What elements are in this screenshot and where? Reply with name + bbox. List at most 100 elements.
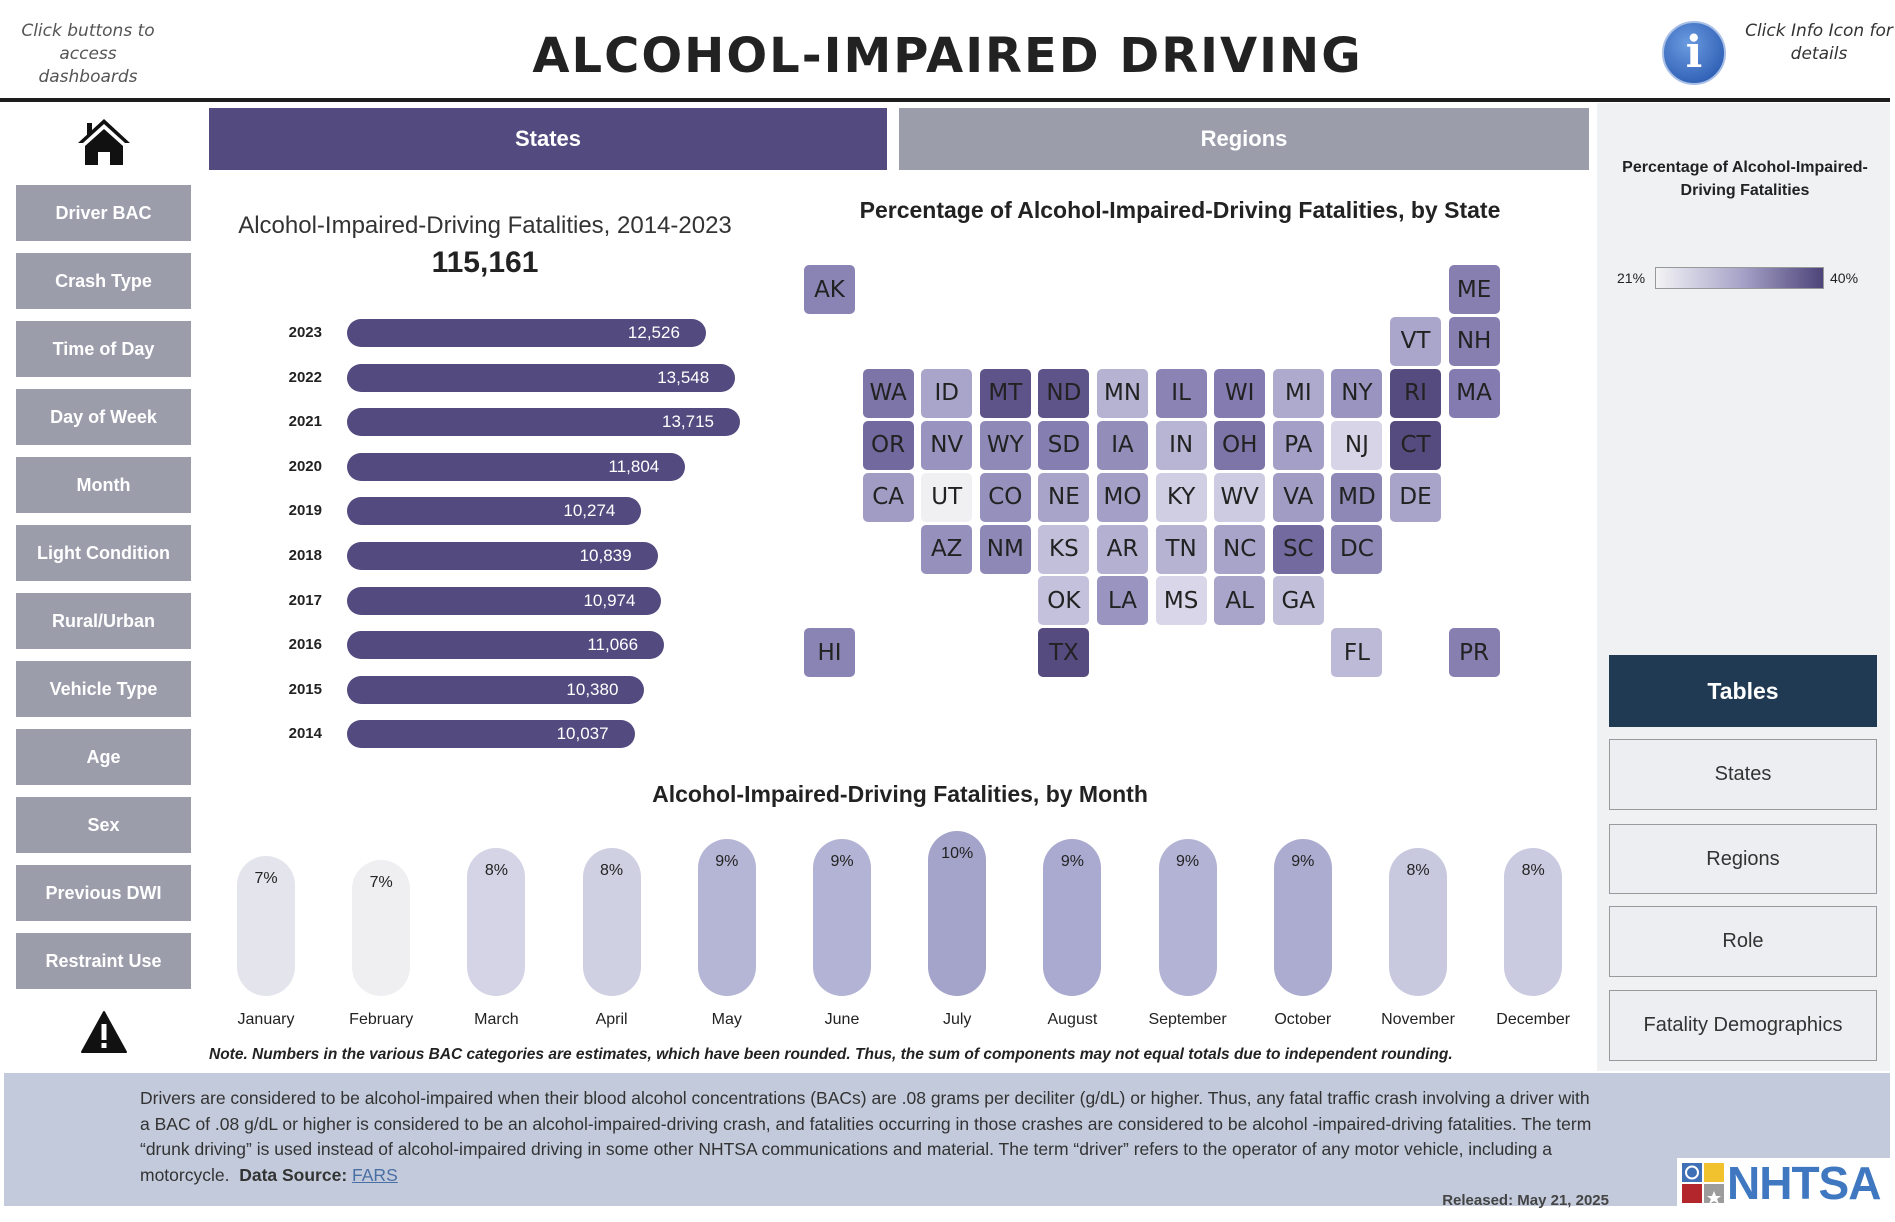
tables-button[interactable]: Tables <box>1609 655 1877 727</box>
tab-regions[interactable]: Regions <box>899 108 1589 170</box>
state-tile-ks[interactable]: KS <box>1038 524 1090 574</box>
state-tile-nv[interactable]: NV <box>921 420 973 470</box>
month-label: June <box>824 1011 860 1028</box>
state-tile-hi[interactable]: HI <box>804 628 855 678</box>
year-bar: 13,715 <box>347 408 740 437</box>
year-bar: 10,380 <box>347 675 645 704</box>
state-tile-oh[interactable]: OH <box>1214 420 1266 470</box>
state-tile-ct[interactable]: CT <box>1390 420 1441 470</box>
state-tile-tx[interactable]: TX <box>1038 628 1090 678</box>
state-tile-ms[interactable]: MS <box>1155 576 1207 626</box>
month-label: August <box>1047 1011 1098 1028</box>
definition-text: Drivers are considered to be alcohol-imp… <box>140 1088 1592 1185</box>
sidebar-item-day-of-week[interactable]: Day of Week <box>16 389 191 445</box>
state-tile-az[interactable]: AZ <box>921 524 973 574</box>
state-tile-ar[interactable]: AR <box>1097 524 1148 574</box>
year-label: 2019 <box>288 502 322 520</box>
state-tile-ma[interactable]: MA <box>1448 368 1500 418</box>
sidebar-item-light-condition[interactable]: Light Condition <box>16 525 191 581</box>
state-tile-va[interactable]: VA <box>1272 472 1324 522</box>
year-label: 2022 <box>288 368 322 386</box>
nhtsa-logo-text: NHTSA <box>1727 1157 1881 1209</box>
info-icon[interactable]: i <box>1662 21 1726 85</box>
state-tile-ca[interactable]: CA <box>862 472 914 522</box>
nhtsa-logo: NHTSA <box>1677 1157 1893 1209</box>
state-tile-nj[interactable]: NJ <box>1331 420 1383 470</box>
month-label: October <box>1274 1011 1332 1028</box>
yearly-total: 115,161 <box>431 246 539 279</box>
state-tile-nc[interactable]: NC <box>1214 524 1266 574</box>
state-tile-sd[interactable]: SD <box>1038 420 1090 470</box>
sidebar-item-time-of-day[interactable]: Time of Day <box>16 321 191 377</box>
state-tile-al[interactable]: AL <box>1214 576 1266 626</box>
state-tile-tn[interactable]: TN <box>1155 524 1207 574</box>
sidebar-item-restraint-use[interactable]: Restraint Use <box>16 933 191 989</box>
state-tile-il[interactable]: IL <box>1155 368 1207 418</box>
state-tile-nh[interactable]: NH <box>1448 316 1500 366</box>
sidebar-item-crash-type[interactable]: Crash Type <box>16 253 191 309</box>
state-tile-sc[interactable]: SC <box>1272 524 1324 574</box>
state-tile-vt[interactable]: VT <box>1390 316 1441 366</box>
month-pill: 7% <box>352 859 411 996</box>
state-tile-ga[interactable]: GA <box>1272 576 1324 626</box>
legend-max: 40% <box>1830 270 1859 286</box>
warning-icon[interactable] <box>80 1010 128 1054</box>
hint-click-buttons: Click buttons to access dashboards <box>21 21 155 87</box>
sidebar-item-rural-urban[interactable]: Rural/Urban <box>16 593 191 649</box>
sidebar-item-vehicle-type[interactable]: Vehicle Type <box>16 661 191 717</box>
legend-min: 21% <box>1617 270 1646 286</box>
state-tile-nd[interactable]: ND <box>1038 368 1090 418</box>
state-tile-dc[interactable]: DC <box>1331 524 1383 574</box>
state-tile-me[interactable]: ME <box>1448 265 1500 314</box>
year-label: 2017 <box>288 591 322 609</box>
sidebar-item-driver-bac[interactable]: Driver BAC <box>16 185 191 241</box>
state-tile-or[interactable]: OR <box>862 420 914 470</box>
fars-link[interactable]: FARS <box>352 1164 398 1185</box>
sidebar-item-previous-dwi[interactable]: Previous DWI <box>16 865 191 921</box>
year-bar: 11,804 <box>347 452 686 481</box>
tables-role-button[interactable]: Role <box>1609 906 1877 977</box>
month-pill: 8% <box>467 847 526 996</box>
state-tile-ny[interactable]: NY <box>1331 368 1383 418</box>
state-tile-ky[interactable]: KY <box>1155 472 1207 522</box>
state-tile-in[interactable]: IN <box>1155 420 1207 470</box>
state-tile-pa[interactable]: PA <box>1272 420 1324 470</box>
tables-regions-button[interactable]: Regions <box>1609 824 1877 894</box>
state-tile-mo[interactable]: MO <box>1097 472 1148 522</box>
state-tile-la[interactable]: LA <box>1097 576 1148 626</box>
state-tile-mt[interactable]: MT <box>979 368 1031 418</box>
tab-states[interactable]: States <box>209 108 887 170</box>
state-tile-mi[interactable]: MI <box>1272 368 1324 418</box>
state-tile-co[interactable]: CO <box>979 472 1031 522</box>
state-tile-nm[interactable]: NM <box>979 524 1031 574</box>
year-label: 2015 <box>288 680 322 698</box>
month-label: January <box>237 1011 295 1028</box>
sidebar-item-month[interactable]: Month <box>16 457 191 513</box>
state-tile-ut[interactable]: UT <box>921 472 973 522</box>
state-tile-ne[interactable]: NE <box>1038 472 1090 522</box>
state-tile-pr[interactable]: PR <box>1448 628 1500 678</box>
state-tile-wy[interactable]: WY <box>979 420 1031 470</box>
state-tile-mn[interactable]: MN <box>1097 368 1148 418</box>
month-label: December <box>1496 1011 1571 1028</box>
sidebar-item-age[interactable]: Age <box>16 729 191 785</box>
state-tile-id[interactable]: ID <box>921 368 973 418</box>
state-tile-ok[interactable]: OK <box>1038 576 1090 626</box>
state-tile-ri[interactable]: RI <box>1390 368 1441 418</box>
state-tile-wv[interactable]: WV <box>1214 472 1266 522</box>
state-tile-wa[interactable]: WA <box>862 368 914 418</box>
month-pill: 9% <box>1158 839 1217 996</box>
month-chart-title: Alcohol-Impaired-Driving Fatalities, by … <box>652 781 1148 807</box>
state-tile-wi[interactable]: WI <box>1214 368 1266 418</box>
state-tile-md[interactable]: MD <box>1331 472 1383 522</box>
footer-definition: Drivers are considered to be alcohol-imp… <box>140 1086 1600 1188</box>
month-label: September <box>1148 1011 1227 1028</box>
state-tile-ia[interactable]: IA <box>1097 420 1148 470</box>
tables-fatality-demographics-button[interactable]: Fatality Demographics <box>1609 990 1877 1061</box>
state-tile-fl[interactable]: FL <box>1331 628 1383 678</box>
tables-states-button[interactable]: States <box>1609 739 1877 810</box>
state-tile-ak[interactable]: AK <box>804 265 855 314</box>
home-icon[interactable] <box>76 117 132 167</box>
state-tile-de[interactable]: DE <box>1390 472 1441 522</box>
sidebar-item-sex[interactable]: Sex <box>16 797 191 853</box>
